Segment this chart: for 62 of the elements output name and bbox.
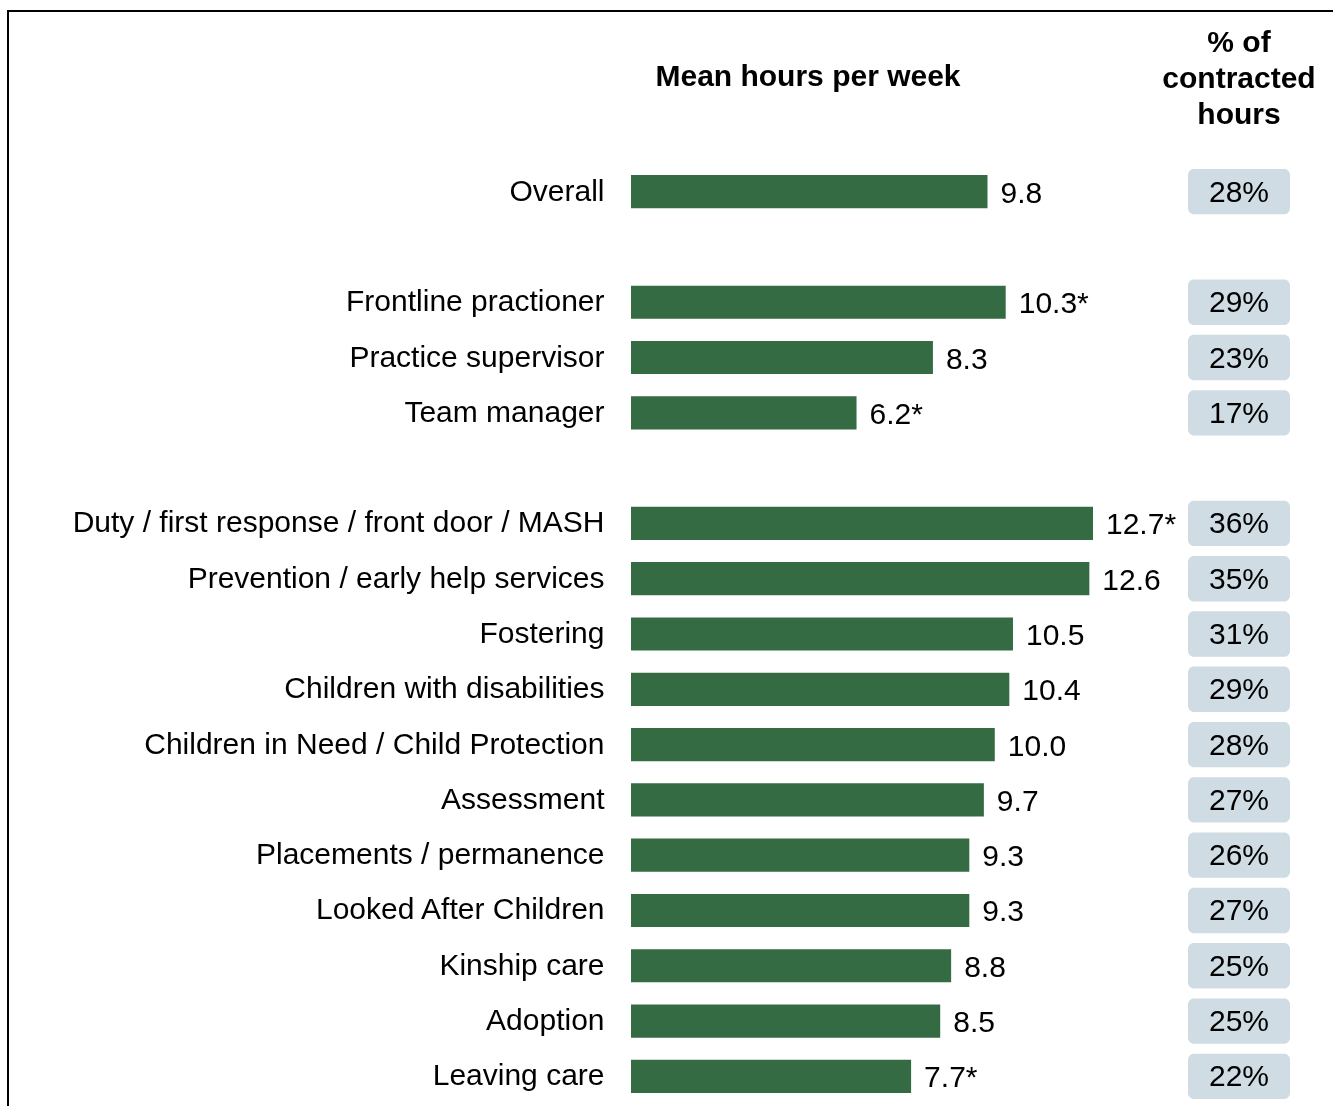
y-tick-label: Placements / permanence <box>255 837 605 871</box>
bar <box>631 506 1093 540</box>
data-label: 10.0 <box>1007 728 1067 762</box>
data-label: 10.4 <box>1022 673 1081 707</box>
bar <box>631 893 970 928</box>
y-tick-label: Children with disabilities <box>284 671 605 705</box>
data-label: 28% <box>1208 174 1270 208</box>
y-tick-label: Frontline practioner <box>346 284 605 318</box>
y-tick-label: Kinship care <box>439 947 605 981</box>
data-label: 6.2* <box>869 396 924 430</box>
text: % of contracted hours <box>1162 25 1316 130</box>
y-tick-label: Assessment <box>441 781 606 815</box>
y-tick-label: Team manager <box>404 394 605 428</box>
y-tick-label: Adoption <box>486 1003 605 1037</box>
y-tick-label: Fostering <box>479 616 605 649</box>
data-label: 9.8 <box>1000 175 1043 209</box>
data-label: 27% <box>1208 782 1270 816</box>
bar <box>631 672 1010 706</box>
data-label: 10.5 <box>1025 618 1085 651</box>
y-tick-label: Children in Need / Child Protection <box>144 726 605 760</box>
y-tick-label: Leaving care <box>432 1058 605 1092</box>
bar <box>631 1059 912 1093</box>
data-label: 8.8 <box>964 949 1006 983</box>
data-label: 25% <box>1208 948 1270 982</box>
bar <box>631 838 970 872</box>
chart-title: Mean hours per week <box>655 59 961 92</box>
data-label: 23% <box>1208 340 1270 374</box>
y-tick-label: Duty / first response / front door / MASH <box>72 505 605 539</box>
data-label: 31% <box>1208 617 1270 650</box>
data-label: 22% <box>1208 1059 1270 1093</box>
data-label: 10.3* <box>1018 286 1090 320</box>
data-label: 36% <box>1208 506 1270 540</box>
data-label: 27% <box>1208 893 1270 927</box>
data-label: 29% <box>1208 672 1270 706</box>
data-label: 29% <box>1208 285 1270 319</box>
data-label: 8.3 <box>945 341 988 375</box>
data-label: 25% <box>1208 1004 1270 1038</box>
bar <box>631 1004 941 1038</box>
data-label: 7.7* <box>924 1060 978 1094</box>
bar <box>631 396 857 430</box>
data-label: 12.7* <box>1106 507 1177 541</box>
bar <box>631 728 995 762</box>
data-label: 26% <box>1208 838 1270 872</box>
data-label: 8.5 <box>953 1005 995 1039</box>
bar <box>631 340 933 375</box>
data-label: 12.6 <box>1102 562 1161 596</box>
y-tick-label: Overall <box>509 173 605 207</box>
bar <box>631 949 952 983</box>
bar <box>631 175 988 209</box>
bar <box>631 562 1090 596</box>
bar <box>631 285 1006 319</box>
data-label: 9.3 <box>982 894 1025 928</box>
y-tick-label: Prevention / early help services <box>187 560 605 594</box>
y-tick-label: Practice supervisor <box>349 339 605 373</box>
data-label: 9.7 <box>996 783 1039 817</box>
bar <box>631 783 984 817</box>
y-tick-label: Looked After Children <box>315 892 605 926</box>
data-label: 17% <box>1208 395 1270 429</box>
data-label: 35% <box>1208 561 1270 595</box>
data-label: 28% <box>1208 727 1270 761</box>
bar <box>631 617 1013 651</box>
data-label: 9.3 <box>982 839 1025 873</box>
